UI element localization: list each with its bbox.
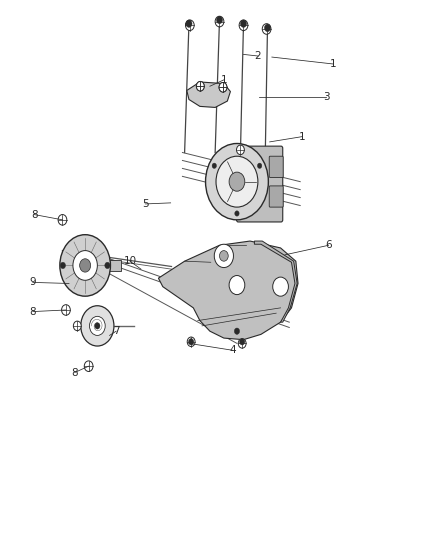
Circle shape: [240, 20, 246, 27]
Circle shape: [60, 262, 65, 269]
Circle shape: [185, 20, 191, 27]
FancyBboxPatch shape: [268, 186, 283, 207]
Circle shape: [95, 322, 100, 329]
Circle shape: [215, 156, 257, 207]
Circle shape: [81, 306, 114, 346]
Circle shape: [196, 82, 204, 91]
Circle shape: [272, 277, 288, 296]
Text: 2: 2: [254, 51, 261, 61]
Circle shape: [73, 251, 97, 280]
Text: 8: 8: [31, 209, 37, 220]
Circle shape: [229, 276, 244, 295]
Circle shape: [73, 321, 81, 330]
FancyBboxPatch shape: [236, 146, 282, 222]
Text: 5: 5: [142, 199, 148, 209]
Circle shape: [238, 338, 246, 348]
Circle shape: [185, 20, 194, 30]
Circle shape: [60, 235, 110, 296]
Circle shape: [236, 145, 244, 155]
Circle shape: [215, 16, 223, 27]
Circle shape: [264, 24, 270, 31]
Polygon shape: [158, 241, 297, 340]
Circle shape: [79, 259, 90, 272]
FancyBboxPatch shape: [268, 156, 283, 177]
Text: 1: 1: [298, 132, 305, 142]
Circle shape: [234, 328, 239, 334]
Circle shape: [205, 143, 268, 220]
Circle shape: [89, 317, 105, 335]
Circle shape: [219, 83, 226, 92]
Circle shape: [239, 20, 247, 30]
Circle shape: [261, 23, 270, 34]
Circle shape: [229, 172, 244, 191]
Text: 8: 8: [29, 306, 36, 317]
Text: 1: 1: [329, 59, 336, 69]
Text: 3: 3: [322, 92, 329, 102]
Text: 4: 4: [229, 345, 235, 356]
Text: 10: 10: [123, 256, 136, 266]
Text: 8: 8: [71, 368, 78, 377]
Circle shape: [61, 305, 70, 316]
Polygon shape: [186, 82, 230, 108]
Text: 6: 6: [325, 240, 331, 251]
Circle shape: [216, 16, 222, 23]
Polygon shape: [254, 241, 297, 322]
Text: 1: 1: [220, 75, 226, 85]
Circle shape: [196, 82, 204, 91]
Circle shape: [105, 262, 110, 269]
Circle shape: [188, 338, 193, 345]
Circle shape: [58, 215, 67, 225]
Text: 7: 7: [113, 326, 119, 336]
Circle shape: [214, 244, 233, 268]
Circle shape: [257, 163, 261, 168]
Text: 9: 9: [29, 277, 36, 287]
Circle shape: [234, 211, 239, 216]
Circle shape: [212, 163, 216, 168]
Circle shape: [239, 338, 244, 345]
Circle shape: [187, 337, 194, 346]
Circle shape: [84, 361, 93, 372]
Circle shape: [219, 83, 226, 92]
Circle shape: [219, 251, 228, 261]
Polygon shape: [102, 260, 121, 271]
